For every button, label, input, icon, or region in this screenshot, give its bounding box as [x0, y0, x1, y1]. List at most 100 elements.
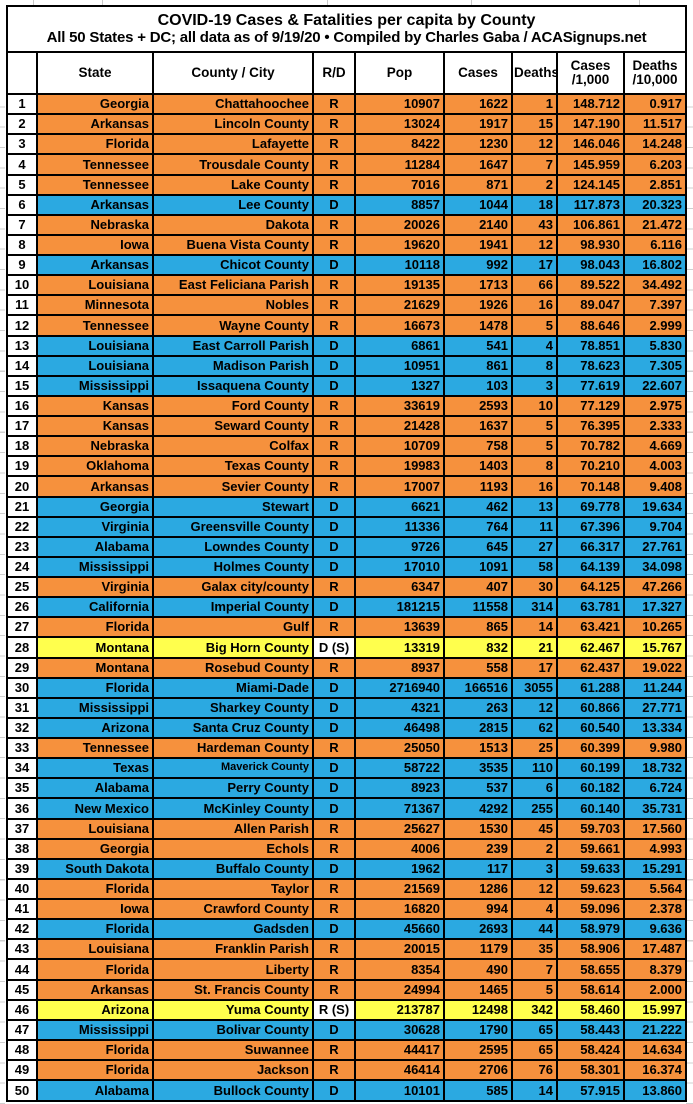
cell-rd: D — [312, 716, 356, 740]
cell-county: Suwannee — [152, 1038, 314, 1062]
cell-cases_per_1000: 70.210 — [556, 455, 625, 478]
table-row: 39 South Dakota Buffalo County D 1962 117 3 59.… — [6, 857, 688, 880]
cell-deaths_per_10000: 17.327 — [622, 596, 688, 619]
gridline-strip-left — [0, 87, 5, 1104]
cell-cases_per_1000: 59.703 — [556, 817, 625, 840]
cell-county: Colfax — [152, 435, 314, 458]
table-row: 9 Arkansas Chicot County D 10118 992 17 98.043 1… — [6, 253, 688, 277]
cell-cases: 861 — [443, 354, 513, 377]
cell-state: Mississippi — [36, 555, 154, 579]
cell-county: Echols — [152, 837, 314, 860]
cell-pop: 13319 — [354, 636, 445, 659]
cell-deaths_per_10000: 4.669 — [622, 435, 688, 458]
cell-rd: R (S) — [312, 998, 356, 1021]
cell-deaths_per_10000: 22.607 — [622, 374, 688, 397]
cell-deaths: 45 — [511, 817, 558, 840]
cell-cases_per_1000: 59.661 — [556, 837, 625, 860]
cell-county: Chicot County — [152, 253, 314, 277]
table-row: 21 Georgia Stewart D 6621 462 13 69.778 19.634 — [6, 495, 688, 518]
cell-county: Wayne County — [152, 314, 314, 337]
cell-cases_per_1000: 58.979 — [556, 918, 625, 941]
cell-state: Georgia — [36, 92, 154, 116]
table-row: 23 Alabama Lowndes County D 9726 645 27 66.317 2… — [6, 535, 688, 558]
cell-deaths: 17 — [511, 656, 558, 679]
cell-pop: 8923 — [354, 777, 445, 800]
cell-deaths_per_10000: 18.732 — [622, 757, 688, 780]
cell-deaths: 66 — [511, 274, 558, 297]
cell-state: New Mexico — [36, 797, 154, 820]
cell-rd: D — [312, 757, 356, 780]
cell-deaths_per_10000: 6.724 — [622, 777, 688, 800]
table-row: 13 Louisiana East Carroll Parish D 6861 541 4 7… — [6, 334, 688, 357]
cell-rank: 16 — [6, 394, 38, 418]
cell-rank: 40 — [6, 877, 38, 901]
cell-pop: 16673 — [354, 314, 445, 337]
cell-pop: 20026 — [354, 213, 445, 236]
cell-rd: D — [312, 1079, 356, 1102]
cell-pop: 10951 — [354, 354, 445, 377]
table-row: 11 Minnesota Nobles R 21629 1926 16 89.047 7.397 — [6, 294, 688, 317]
cell-county: Lake County — [152, 173, 314, 196]
cell-deaths: 12 — [511, 133, 558, 156]
cell-state: California — [36, 596, 154, 619]
cell-rank: 3 — [6, 133, 38, 156]
cell-deaths_per_10000: 9.980 — [622, 736, 688, 760]
cell-pop: 17007 — [354, 475, 445, 498]
cell-deaths_per_10000: 4.993 — [622, 837, 688, 860]
cell-state: Louisiana — [36, 938, 154, 961]
cell-county: Yuma County — [152, 998, 314, 1021]
cell-cases_per_1000: 58.443 — [556, 1018, 625, 1041]
table-row: 41 Iowa Crawford County R 16820 994 4 59.096 2.3… — [6, 897, 688, 921]
cell-cases_per_1000: 63.781 — [556, 596, 625, 619]
cell-state: Kansas — [36, 394, 154, 418]
table-row: 34 Texas Maverick County D 58722 3535 110 60.19… — [6, 757, 688, 780]
cell-cases: 2693 — [443, 918, 513, 941]
cell-deaths: 76 — [511, 1058, 558, 1082]
cell-rd: D — [312, 918, 356, 941]
cell-cases: 1917 — [443, 113, 513, 136]
cell-deaths: 10 — [511, 394, 558, 418]
cell-pop: 33619 — [354, 394, 445, 418]
cell-rd: R — [312, 233, 356, 257]
cell-rank: 48 — [6, 1038, 38, 1062]
table-row: 38 Georgia Echols R 4006 239 2 59.661 4.993 — [6, 837, 688, 860]
cell-cases_per_1000: 77.129 — [556, 394, 625, 418]
table-row: 26 California Imperial County D 181215 11558 3… — [6, 596, 688, 619]
cell-deaths: 3 — [511, 374, 558, 397]
cell-cases_per_1000: 60.199 — [556, 757, 625, 780]
cell-rank: 32 — [6, 716, 38, 740]
cell-deaths_per_10000: 17.560 — [622, 817, 688, 840]
cell-pop: 46498 — [354, 716, 445, 740]
cell-cases: 1230 — [443, 133, 513, 156]
table-row: 49 Florida Jackson R 46414 2706 76 58.301 16.374 — [6, 1058, 688, 1082]
cell-state: Oklahoma — [36, 455, 154, 478]
cell-deaths_per_10000: 21.472 — [622, 213, 688, 236]
cell-rd: R — [312, 153, 356, 176]
cell-county: Crawford County — [152, 897, 314, 921]
table-row: 33 Tennessee Hardeman County R 25050 1513 25 60… — [6, 736, 688, 760]
cell-county: Bolivar County — [152, 1018, 314, 1041]
cell-rank: 47 — [6, 1018, 38, 1041]
table-row: 27 Florida Gulf R 13639 865 14 63.421 10.265 — [6, 616, 688, 639]
cell-deaths: 1 — [511, 92, 558, 116]
header-pop: Pop — [354, 51, 445, 95]
gridline-stub — [33, 0, 34, 5]
table-row: 17 Kansas Seward County R 21428 1637 5 76.395 2.… — [6, 414, 688, 438]
cell-deaths: 25 — [511, 736, 558, 760]
cell-county: Allen Parish — [152, 817, 314, 840]
cell-pop: 21569 — [354, 877, 445, 901]
table-row: 8 Iowa Buena Vista County R 19620 1941 12 98.93… — [6, 233, 688, 257]
cell-rank: 28 — [6, 636, 38, 659]
cell-cases: 537 — [443, 777, 513, 800]
cell-county: Sharkey County — [152, 696, 314, 719]
cell-rank: 45 — [6, 978, 38, 1001]
cell-cases: 1044 — [443, 193, 513, 216]
cell-cases_per_1000: 58.460 — [556, 998, 625, 1021]
cell-deaths_per_10000: 13.860 — [622, 1079, 688, 1102]
cell-cases: 1790 — [443, 1018, 513, 1041]
gridline-stub — [471, 0, 472, 5]
table-row: 36 New Mexico McKinley County D 71367 4292 255… — [6, 797, 688, 820]
cell-deaths_per_10000: 16.802 — [622, 253, 688, 277]
cell-cases_per_1000: 60.140 — [556, 797, 625, 820]
title-cell: COVID-19 Cases & Fatalities per capita b… — [5, 5, 688, 53]
